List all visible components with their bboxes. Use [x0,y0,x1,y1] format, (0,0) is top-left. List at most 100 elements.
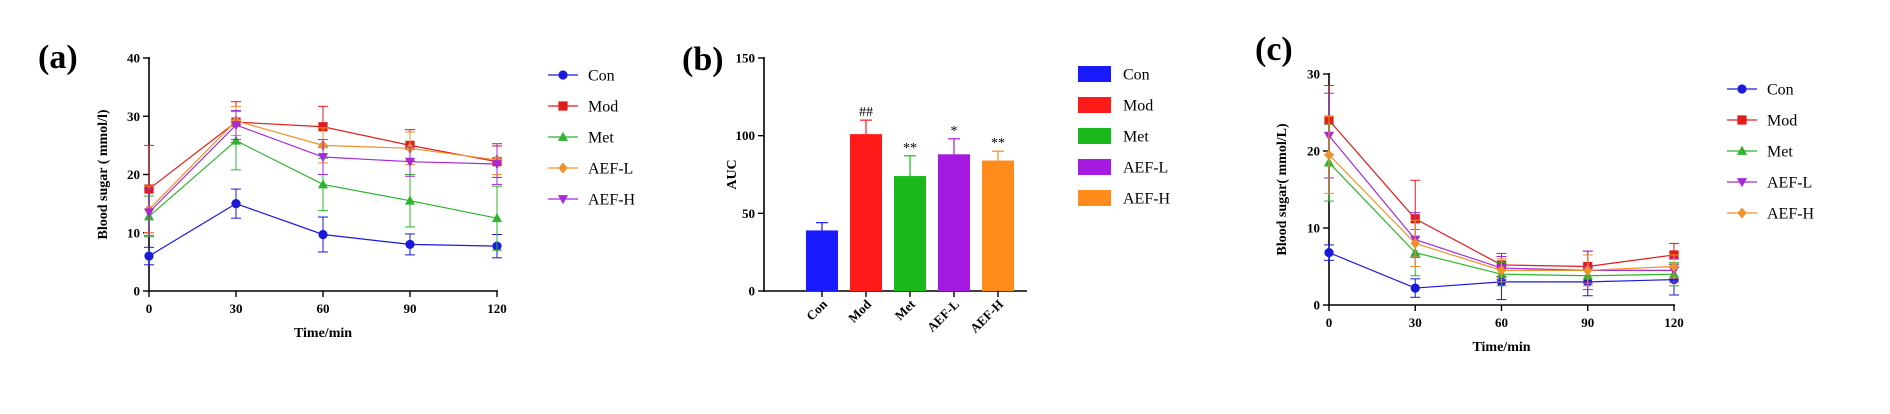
bar-mod: ## Mod [845,105,882,326]
legend-swatch [1078,66,1111,82]
legend-marker [557,131,569,141]
y-tick-label: 10 [1307,221,1320,236]
legend-label: Met [1767,144,1793,161]
y-tick-label: 100 [736,128,756,143]
legend-item-mod: Mod [548,99,618,116]
y-axis-title: Blood sugar ( mmol/l) [96,109,111,239]
x-tick-label: 60 [317,301,330,316]
y-tick-label: 0 [134,284,141,299]
legend-marker [1736,145,1748,155]
data-point [1669,260,1679,273]
legend-marker [557,195,569,205]
bar-aef-l: * AEF-L [924,124,970,335]
x-tick-label: AEF-H [967,297,1006,336]
legend-item-met: Met [1078,128,1149,146]
data-point [317,179,329,189]
x-tick-label: 30 [1409,315,1422,330]
data-point [144,251,154,261]
legend-label: AEF-L [1767,175,1812,192]
series-mod [1324,85,1679,283]
x-tick-label: 120 [1664,315,1684,330]
legend-item-aef-l: AEF-L [1078,159,1168,177]
legend-item-con: Con [548,68,615,85]
x-tick-label: AEF-L [924,296,962,334]
bar [850,134,882,291]
data-point [231,199,241,209]
data-point [143,208,155,218]
data-point [1324,248,1334,258]
bar [982,160,1014,291]
data-point [318,229,328,240]
legend-label: Met [1123,129,1149,146]
y-tick-label: 30 [127,109,140,124]
legend-item-mod: Mod [1078,97,1153,115]
y-tick-label: 0 [1314,298,1321,313]
legend-item-aef-l: AEF-L [1727,175,1812,192]
legend-item-aef-l: AEF-L [548,161,633,178]
x-axis-title: Time/min [294,326,352,341]
legend-item-con: Con [1727,82,1794,99]
legend-label: AEF-L [588,161,633,178]
legend-label: Con [588,68,615,85]
legend-marker [1737,115,1747,125]
chart-0: (a) 0 10 20 30 40 0 30 60 90 120 Time/min Blood suga… [38,39,636,341]
legend-marker [558,162,568,174]
x-tick-label: 60 [1495,315,1508,330]
legend-swatch [1078,128,1111,144]
legend-swatch [1078,97,1111,113]
x-tick-label: 0 [1326,315,1333,330]
data-point [1410,283,1420,293]
bar [806,230,838,291]
panel-label: (a) [38,39,78,76]
series-aef-h [1324,115,1679,287]
legend-marker [558,101,568,111]
data-point [404,195,416,205]
y-tick-label: 20 [127,167,140,182]
x-tick-label: 0 [146,301,153,316]
legend-label: Con [1123,67,1150,84]
legend-label: Mod [1767,113,1797,130]
legend-marker [1737,84,1747,94]
legend-label: Mod [1123,98,1153,115]
legend-label: AEF-H [1123,191,1171,208]
legend-label: Mod [588,99,618,116]
legend-item-aef-h: AEF-H [548,192,636,209]
y-tick-label: 50 [742,206,755,221]
legend-item-aef-h: AEF-H [1078,190,1171,208]
data-point [1324,149,1334,161]
legend-item-met: Met [548,130,614,147]
data-point [404,157,416,167]
legend-swatch [1078,190,1111,206]
x-tick-label: Mod [845,296,875,326]
legend-marker [1736,178,1748,188]
legend-marker [1737,207,1747,219]
y-tick-label: 150 [736,51,756,66]
legend-item-mod: Mod [1727,113,1797,130]
significance-label: ** [991,136,1005,151]
legend-label: Con [1767,82,1794,99]
series-line [1328,119,1675,268]
data-point [1496,264,1507,276]
x-tick-label: 90 [404,301,417,316]
legend-label: AEF-L [1123,160,1168,177]
y-tick-label: 40 [127,51,140,66]
bar [938,154,970,291]
y-axis-title: AUC [725,159,740,189]
x-tick-label: Met [892,296,919,323]
legend-item-con: Con [1078,66,1150,84]
panel-label: (c) [1255,31,1293,68]
chart-2: (c) 0 10 20 30 0 30 60 90 120 Time/min Blood sugar(… [1255,31,1815,355]
significance-label: ** [903,141,917,156]
y-axis-title: Blood sugar( mmol/L) [1275,123,1290,256]
y-tick-label: 10 [127,225,140,240]
series-aef-h [143,109,503,237]
legend-label: AEF-H [588,192,636,209]
legend-label: AEF-H [1767,206,1815,223]
y-tick-label: 30 [1307,67,1320,82]
data-point [317,153,329,163]
panel-label: (b) [682,41,724,78]
legend-item-aef-h: AEF-H [1727,206,1815,223]
data-point [230,121,242,131]
